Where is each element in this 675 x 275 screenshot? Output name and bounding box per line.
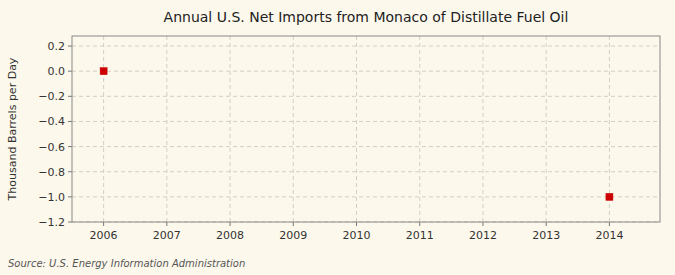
tick-x xyxy=(166,222,167,226)
grid-line-y xyxy=(72,96,660,97)
plot-frame xyxy=(72,36,660,222)
tick-label-y: −0.2 xyxy=(38,90,65,103)
tick-label-x: 2009 xyxy=(279,229,307,242)
grid-line-y xyxy=(72,146,660,147)
tick-x xyxy=(356,222,357,226)
tick-label-y: −1.0 xyxy=(38,191,65,204)
tick-label-x: 2011 xyxy=(406,229,434,242)
tick-y xyxy=(68,71,72,72)
tick-x xyxy=(609,222,610,226)
tick-label-y: −0.6 xyxy=(38,141,65,154)
y-axis-label: Thousand Barrels per Day xyxy=(6,57,19,201)
grid-line-x xyxy=(230,36,231,222)
grid-line-x xyxy=(293,36,294,222)
grid-line-y xyxy=(72,196,660,197)
tick-x xyxy=(230,222,231,226)
tick-x xyxy=(103,222,104,226)
tick-label-x: 2006 xyxy=(90,229,118,242)
point xyxy=(100,68,107,75)
grid xyxy=(72,36,660,222)
tick-y xyxy=(68,171,72,172)
point xyxy=(606,193,613,200)
tick-label-x: 2013 xyxy=(532,229,560,242)
tick-y xyxy=(68,121,72,122)
tick-label-x: 2008 xyxy=(216,229,244,242)
tick-x xyxy=(546,222,547,226)
tick-label-x: 2007 xyxy=(153,229,181,242)
tick-y xyxy=(68,46,72,47)
annotation: Source: U.S. Energy Information Administ… xyxy=(8,258,245,269)
tick-label-y: 0.2 xyxy=(48,40,66,53)
grid-line-y xyxy=(72,71,660,72)
tick-label-y: −0.4 xyxy=(38,115,65,128)
tick-y xyxy=(68,146,72,147)
grid-line-y xyxy=(72,171,660,172)
title: Annual U.S. Net Imports from Monaco of D… xyxy=(164,9,569,25)
grid-line-x xyxy=(482,36,483,222)
tick-x xyxy=(482,222,483,226)
tick-label-y: −1.2 xyxy=(38,216,65,229)
grid-line-x xyxy=(419,36,420,222)
tick-label-x: 2012 xyxy=(469,229,497,242)
grid-line-y xyxy=(72,121,660,122)
chart: Annual U.S. Net Imports from Monaco of D… xyxy=(0,0,675,275)
grid-line-x xyxy=(356,36,357,222)
tick-y xyxy=(68,222,72,223)
marks xyxy=(100,68,613,201)
axes: 0.2 0.0 −0.2 −0.4 −0.6 −0.8 −1.0 −1.2 2006 2007 20… xyxy=(38,36,660,242)
background xyxy=(0,0,675,275)
tick-label-y: −0.8 xyxy=(38,166,65,179)
tick-x xyxy=(293,222,294,226)
tick-y xyxy=(68,96,72,97)
tick-label-x: 2014 xyxy=(595,229,623,242)
tick-label-x: 2010 xyxy=(343,229,371,242)
tick-label-y: 0.0 xyxy=(48,65,66,78)
grid-line-x xyxy=(166,36,167,222)
grid-line-x xyxy=(546,36,547,222)
tick-x xyxy=(419,222,420,226)
grid-line-x xyxy=(103,36,104,222)
tick-y xyxy=(68,196,72,197)
grid-line-y xyxy=(72,46,660,47)
